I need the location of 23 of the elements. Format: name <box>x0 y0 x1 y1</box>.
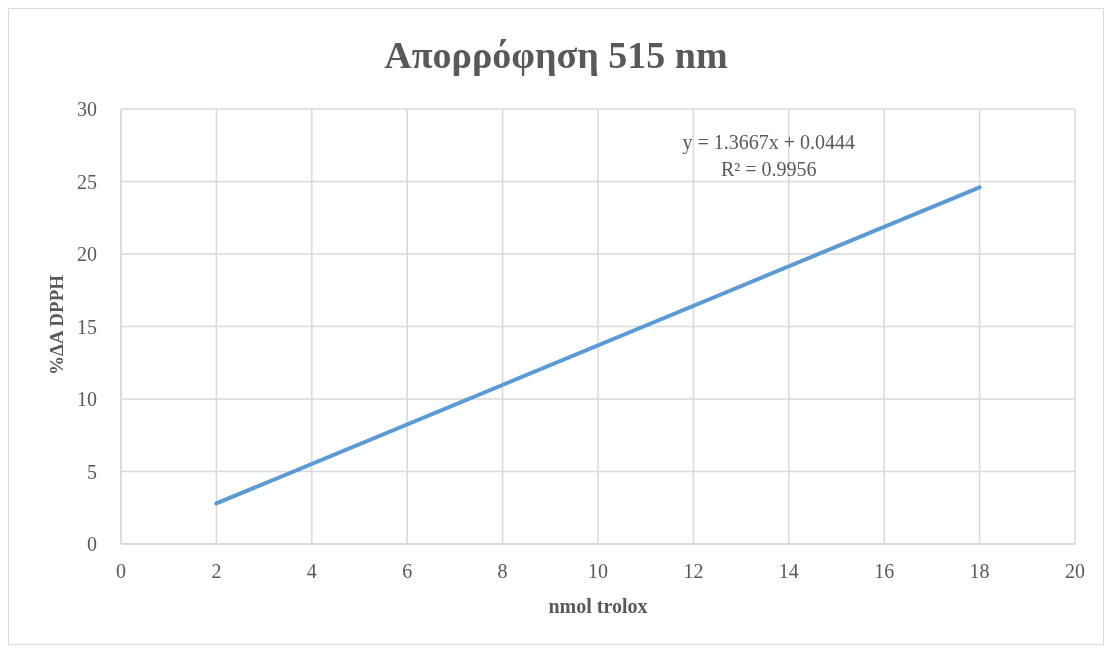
y-tick-label: 10 <box>77 388 97 411</box>
x-tick-label: 2 <box>211 560 222 583</box>
y-axis-title: %ΔA DPPH <box>46 274 68 376</box>
x-tick-label: 12 <box>683 560 704 583</box>
y-tick-label: 30 <box>77 98 97 121</box>
chart-title: Απορρόφηση 515 nm <box>383 33 729 77</box>
x-tick-label: 4 <box>306 560 317 583</box>
annotation: y = 1.3667x + 0.0444 <box>682 130 856 156</box>
y-tick-label: 0 <box>87 533 97 556</box>
y-tick-label: 25 <box>77 170 97 193</box>
x-tick-label: 0 <box>116 560 126 583</box>
y-tick-label: 15 <box>77 315 97 338</box>
x-tick-label: 18 <box>969 560 990 583</box>
x-tick-label: 8 <box>497 560 508 583</box>
x-tick-label: 14 <box>778 560 799 583</box>
x-tick-label: 16 <box>874 560 895 583</box>
y-tick-label: 20 <box>77 243 97 266</box>
x-tick-label: 10 <box>588 560 608 583</box>
y-tick-label: 5 <box>87 460 97 483</box>
x-tick-label: 6 <box>402 560 413 583</box>
x-axis-title: nmol trolox <box>547 594 649 619</box>
x-tick-label: 20 <box>1065 560 1085 583</box>
annotation: R² = 0.9956 <box>719 157 818 182</box>
